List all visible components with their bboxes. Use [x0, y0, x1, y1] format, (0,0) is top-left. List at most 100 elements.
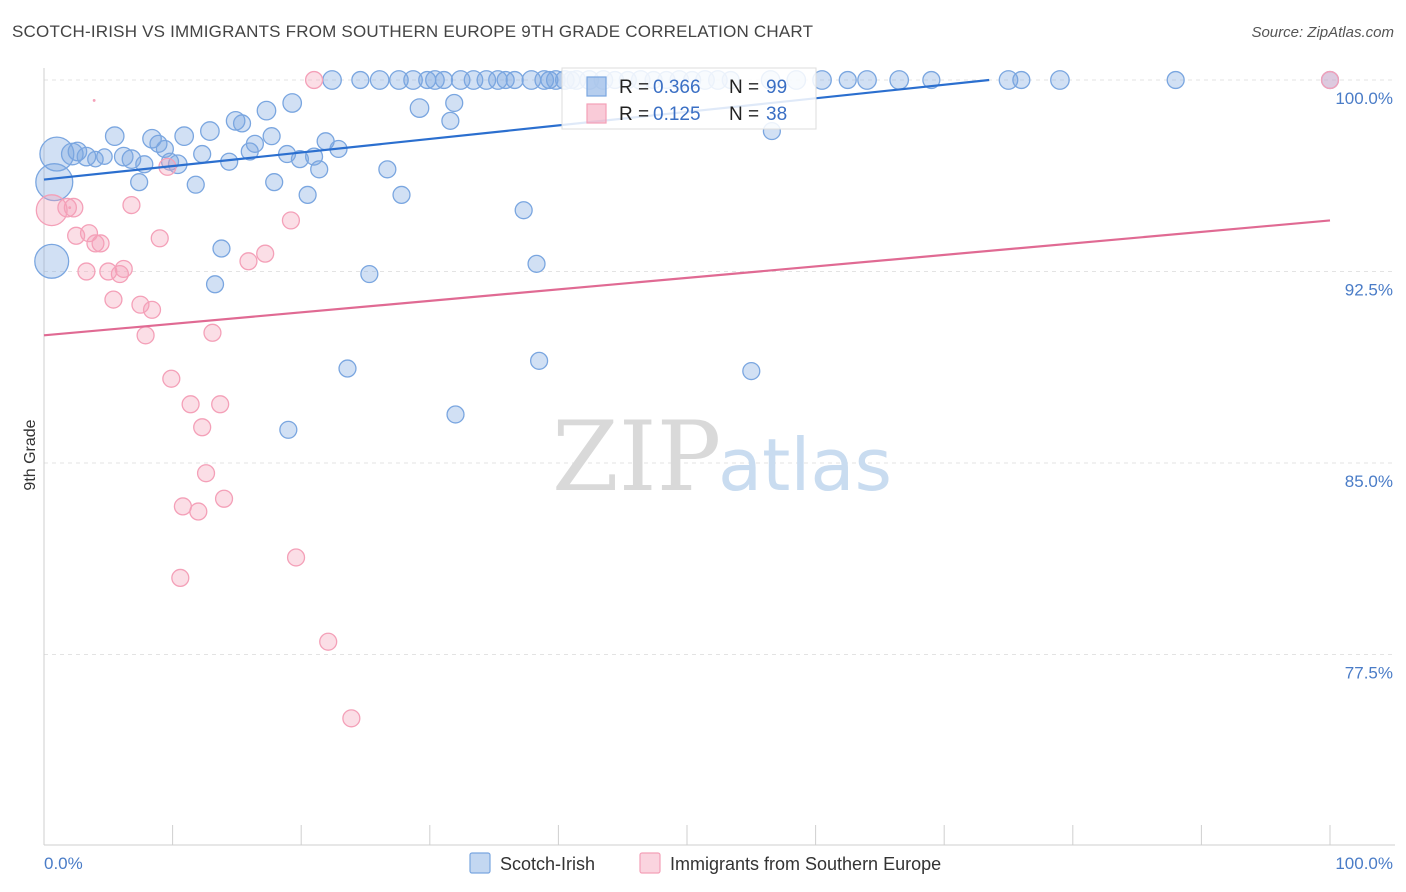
data-point	[279, 420, 298, 439]
data-point	[86, 234, 105, 253]
y-tick-label: 100.0%	[1335, 89, 1393, 108]
legend-r-label: R =	[619, 104, 649, 125]
data-point	[245, 134, 265, 153]
data-point	[281, 211, 301, 230]
data-point	[389, 70, 409, 90]
data-point	[838, 70, 857, 90]
data-point	[857, 70, 877, 90]
trend-lines	[43, 78, 1331, 337]
data-point	[369, 70, 390, 90]
data-point	[162, 369, 181, 388]
trend-line-southern-europe	[43, 219, 1331, 337]
legend-r-value: 0.125	[653, 104, 701, 125]
data-point	[256, 100, 277, 121]
data-point	[99, 262, 118, 281]
watermark-zip: ZIP	[552, 401, 721, 513]
data-point	[1050, 70, 1070, 90]
y-tick-label: 92.5%	[1345, 281, 1393, 300]
data-point	[34, 243, 70, 279]
data-point	[96, 148, 113, 165]
data-point	[203, 323, 222, 342]
legend-bottom-swatch	[469, 852, 491, 874]
data-point	[527, 254, 546, 273]
data-point	[225, 110, 246, 131]
data-point	[91, 234, 110, 253]
data-point	[403, 70, 423, 90]
data-point	[104, 126, 125, 147]
series-points	[34, 70, 1340, 728]
data-point	[290, 150, 310, 169]
data-point	[322, 70, 342, 90]
data-point	[310, 160, 329, 179]
data-point	[205, 275, 225, 294]
data-point	[742, 361, 761, 381]
grid-lines	[44, 79, 1395, 655]
legend-bottom-label: Immigrants from Southern Europe	[670, 854, 941, 874]
data-point	[514, 201, 533, 220]
data-point	[68, 206, 72, 210]
chart-title: SCOTCH-IRISH VS IMMIGRANTS FROM SOUTHERN…	[12, 22, 814, 41]
data-point	[113, 146, 134, 167]
data-point	[342, 709, 361, 728]
data-point	[441, 111, 460, 130]
legend-top: R = 0.366 N = 99 R = 0.125 N = 38	[561, 67, 817, 130]
data-point	[534, 70, 555, 90]
data-point	[922, 70, 941, 90]
data-point	[76, 146, 97, 167]
data-point	[1320, 70, 1340, 90]
data-point	[200, 121, 220, 141]
data-point	[193, 418, 212, 437]
data-point	[77, 262, 96, 281]
data-point	[67, 141, 88, 162]
data-point	[130, 173, 149, 192]
data-point	[265, 173, 284, 192]
data-point	[446, 405, 465, 424]
data-point	[214, 489, 234, 508]
data-point	[122, 196, 141, 215]
legend-n-label: N =	[729, 104, 759, 125]
data-point	[63, 197, 84, 218]
data-point	[338, 359, 357, 378]
data-point	[211, 395, 230, 414]
data-point	[131, 295, 150, 314]
data-point	[35, 163, 74, 202]
data-point	[150, 229, 169, 248]
data-point	[304, 70, 324, 90]
data-point	[1012, 70, 1031, 90]
series-southern-europe	[35, 70, 1340, 728]
data-point	[171, 568, 190, 588]
data-point	[505, 70, 524, 90]
data-point	[186, 175, 205, 194]
data-point	[298, 185, 317, 205]
trend-line-scotch-irish	[43, 78, 990, 181]
legend-n-label: N =	[729, 77, 759, 98]
y-axis-label: 9th Grade	[22, 419, 39, 490]
legend-swatch	[586, 103, 607, 124]
data-point	[529, 351, 549, 370]
data-point	[114, 259, 133, 279]
data-point	[104, 290, 123, 309]
watermark-atlas: atlas	[718, 423, 892, 507]
x-tick-labels: 0.0% 100.0%	[44, 854, 1393, 873]
data-point	[488, 70, 508, 90]
y-tick-label: 77.5%	[1345, 664, 1393, 683]
data-point	[142, 300, 162, 319]
data-point	[282, 93, 303, 113]
data-point	[79, 224, 99, 243]
legend-swatch	[586, 76, 607, 97]
data-point	[212, 239, 231, 258]
data-point	[256, 244, 275, 263]
y-tick-label: 85.0%	[1345, 472, 1393, 491]
legend-r-value: 0.366	[653, 77, 701, 98]
legend-bottom-swatch	[639, 852, 661, 874]
chart-source: Source: ZipAtlas.com	[1251, 24, 1394, 41]
data-point	[378, 160, 397, 179]
data-point	[173, 497, 192, 516]
legend-bottom: Scotch-Irish Immigrants from Southern Eur…	[469, 852, 941, 874]
legend-n-value: 99	[766, 77, 787, 98]
y-tick-labels: 100.0% 92.5% 85.0% 77.5%	[1335, 89, 1393, 683]
data-point	[445, 93, 464, 113]
legend-n-value: 38	[766, 104, 787, 125]
x-tick-label-left: 0.0%	[44, 854, 83, 873]
data-point	[889, 70, 910, 90]
